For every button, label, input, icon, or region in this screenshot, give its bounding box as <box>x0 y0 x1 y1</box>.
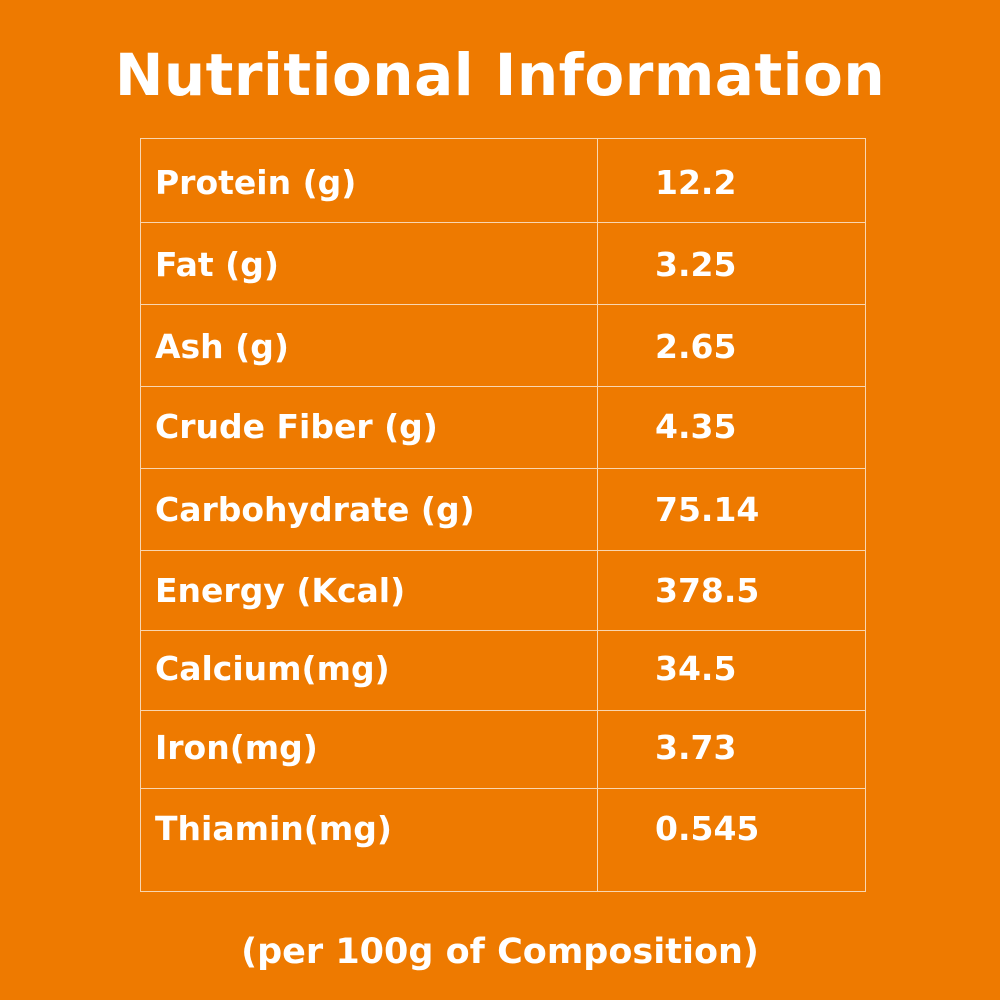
nutrient-name: Energy (Kcal) <box>155 571 406 610</box>
nutrient-value: 0.545 <box>655 809 760 848</box>
nutrient-name: Crude Fiber (g) <box>155 407 438 446</box>
nutrient-value: 12.2 <box>655 163 737 202</box>
row-divider <box>141 630 865 631</box>
row-divider <box>141 788 865 789</box>
table-row: Ash (g) 2.65 <box>141 305 865 387</box>
nutrient-value: 378.5 <box>655 571 760 610</box>
table-row: Carbohydrate (g) 75.14 <box>141 469 865 551</box>
footnote: (per 100g of Composition) <box>241 932 759 972</box>
nutrient-name: Fat (g) <box>155 245 279 284</box>
nutrient-value: 3.73 <box>655 728 737 767</box>
table-row: Crude Fiber (g) 4.35 <box>141 387 865 469</box>
table-row: Fat (g) 3.25 <box>141 223 865 305</box>
nutrient-value: 4.35 <box>655 407 737 446</box>
nutrient-value: 34.5 <box>655 649 737 688</box>
table-row: Energy (Kcal) 378.5 <box>141 551 865 631</box>
table-row: Protein (g) 12.2 <box>141 139 865 223</box>
row-divider <box>141 710 865 711</box>
nutrient-name: Thiamin(mg) <box>155 809 392 848</box>
table-row: Thiamin(mg) 0.545 <box>141 789 865 891</box>
nutrient-name: Calcium(mg) <box>155 649 390 688</box>
table-row: Calcium(mg) 34.5 <box>141 631 865 711</box>
nutrient-value: 75.14 <box>655 490 760 529</box>
nutrient-name: Carbohydrate (g) <box>155 490 475 529</box>
table-row: Iron(mg) 3.73 <box>141 711 865 789</box>
page-title: Nutritional Information <box>114 41 886 109</box>
row-divider <box>141 468 865 469</box>
row-divider <box>141 222 865 223</box>
nutrient-name: Protein (g) <box>155 163 357 202</box>
row-divider <box>141 304 865 305</box>
column-divider <box>597 139 598 891</box>
nutrient-name: Ash (g) <box>155 327 289 366</box>
row-divider <box>141 550 865 551</box>
nutrient-value: 3.25 <box>655 245 737 284</box>
nutrient-value: 2.65 <box>655 327 737 366</box>
nutrition-table: Protein (g) 12.2 Fat (g) 3.25 Ash (g) 2.… <box>140 138 866 892</box>
nutrient-name: Iron(mg) <box>155 728 318 767</box>
row-divider <box>141 386 865 387</box>
